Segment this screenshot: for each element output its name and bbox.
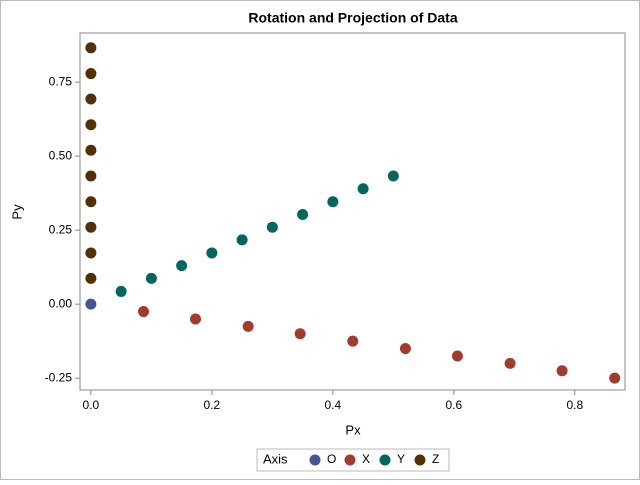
point bbox=[236, 234, 248, 246]
point bbox=[357, 183, 369, 195]
point bbox=[176, 260, 188, 272]
point bbox=[347, 335, 359, 347]
plot-area bbox=[79, 32, 626, 391]
point bbox=[138, 306, 150, 318]
point bbox=[451, 350, 463, 362]
x-axis-label: Px bbox=[345, 422, 361, 437]
point bbox=[242, 320, 254, 332]
y-tick-label: 0.75 bbox=[49, 74, 73, 88]
point bbox=[190, 313, 202, 325]
legend-marker bbox=[344, 454, 356, 466]
legend-marker bbox=[309, 454, 321, 466]
point bbox=[399, 343, 411, 355]
point bbox=[85, 119, 97, 131]
y-axis-label: Py bbox=[9, 204, 24, 220]
y-tick-label: -0.25 bbox=[45, 370, 73, 384]
point bbox=[327, 196, 339, 208]
chart-title: Rotation and Projection of Data bbox=[248, 10, 457, 26]
point bbox=[85, 144, 97, 156]
y-tick-label: 0.00 bbox=[49, 296, 73, 310]
y-tick-label: 0.25 bbox=[49, 222, 73, 236]
point bbox=[145, 272, 157, 284]
legend-label: X bbox=[362, 452, 370, 466]
point bbox=[85, 68, 97, 80]
point bbox=[85, 42, 97, 54]
legend-label: O bbox=[327, 452, 336, 466]
legend-marker bbox=[414, 454, 426, 466]
point bbox=[115, 285, 127, 297]
x-tick-label: 0.6 bbox=[445, 398, 462, 412]
point bbox=[85, 272, 97, 284]
point bbox=[85, 247, 97, 259]
point bbox=[85, 196, 97, 208]
point bbox=[609, 372, 621, 384]
x-tick-label: 0.0 bbox=[83, 398, 100, 412]
legend-title: Axis bbox=[263, 451, 288, 466]
x-tick-label: 0.4 bbox=[324, 398, 341, 412]
y-tick-label: 0.50 bbox=[49, 148, 73, 162]
point bbox=[85, 170, 97, 182]
legend-label: Z bbox=[432, 452, 439, 466]
legend-marker bbox=[379, 454, 391, 466]
point bbox=[297, 208, 309, 220]
point bbox=[85, 93, 97, 105]
point bbox=[85, 298, 97, 310]
x-tick-label: 0.8 bbox=[566, 398, 583, 412]
x-tick-label: 0.2 bbox=[204, 398, 221, 412]
legend-label: Y bbox=[397, 452, 405, 466]
point bbox=[266, 221, 278, 233]
point bbox=[85, 221, 97, 233]
point bbox=[556, 365, 568, 377]
point bbox=[206, 247, 218, 259]
point bbox=[294, 328, 306, 340]
point bbox=[504, 357, 516, 369]
point bbox=[387, 170, 399, 182]
